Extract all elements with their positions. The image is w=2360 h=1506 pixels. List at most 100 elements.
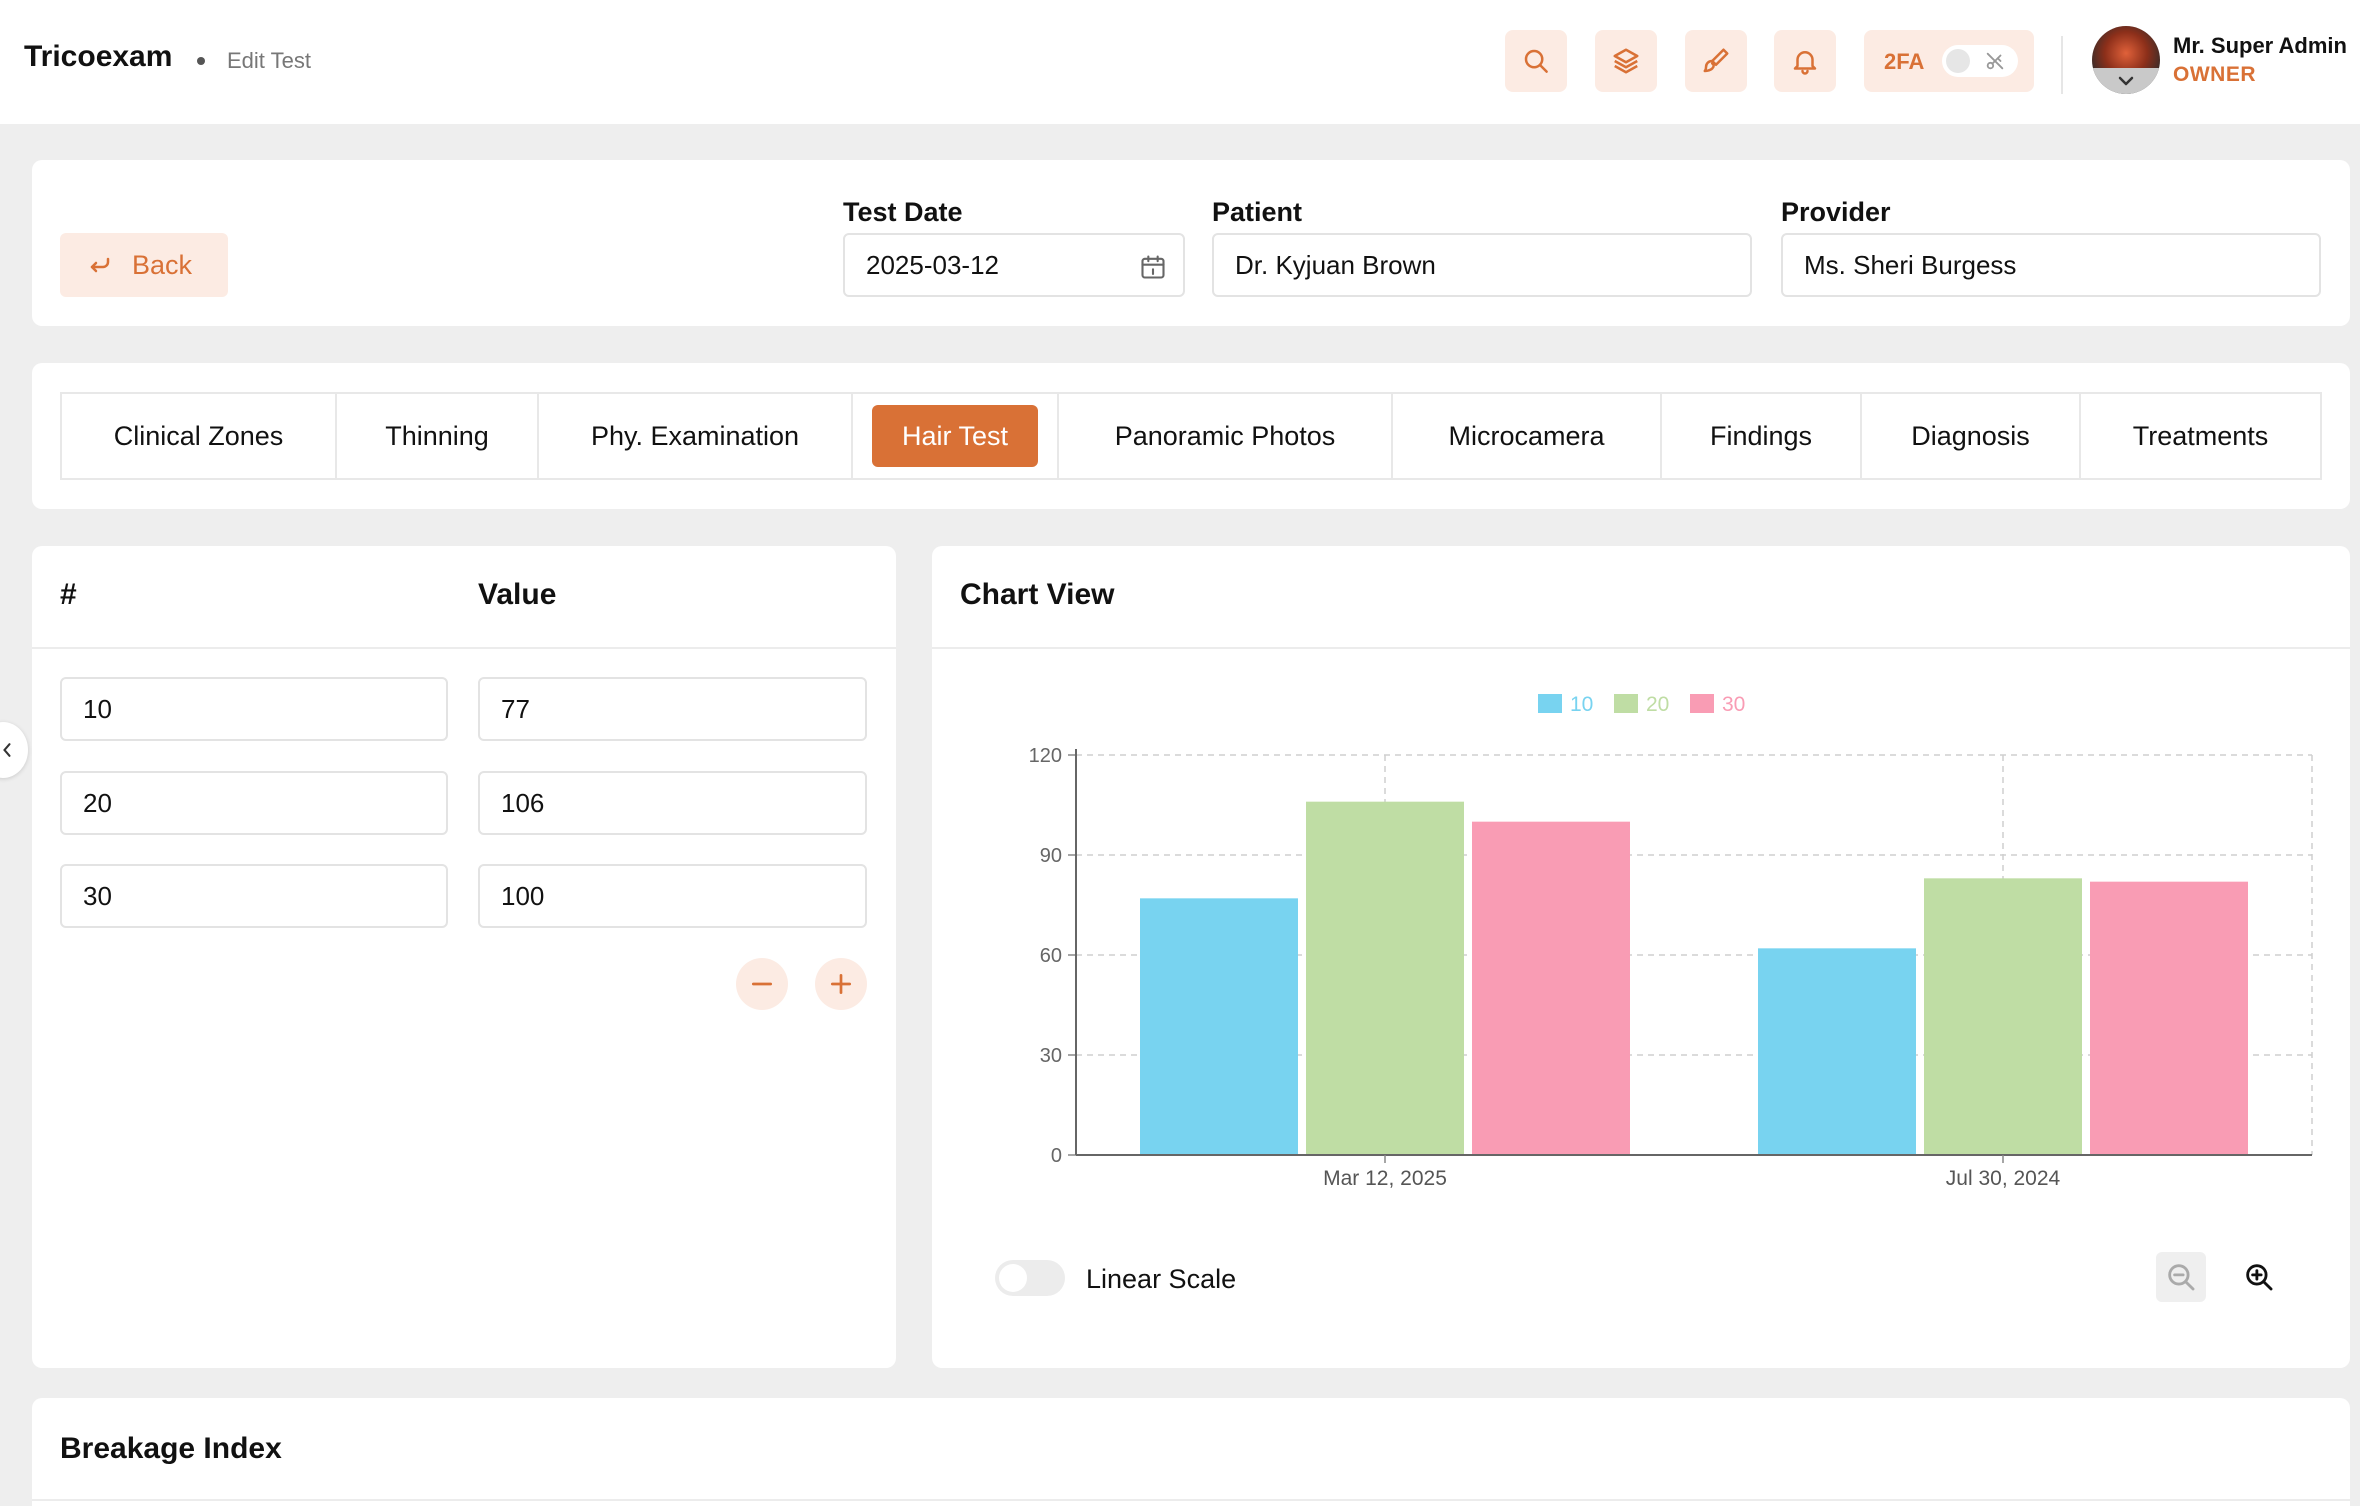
row-index-value: 20: [83, 787, 112, 818]
legend-label: 10: [1570, 693, 1593, 716]
tabs-card: [32, 363, 2350, 509]
tab-diagnosis[interactable]: Diagnosis: [1862, 394, 2081, 478]
row-value-input[interactable]: 100: [478, 864, 867, 928]
avatar-menu-toggle[interactable]: [2092, 68, 2160, 94]
zoom-in-button[interactable]: [2234, 1252, 2284, 1302]
user-role: OWNER: [2173, 63, 2256, 86]
row-value-input[interactable]: 106: [478, 771, 867, 835]
calendar-icon[interactable]: [1139, 253, 1167, 281]
header-divider: [2061, 36, 2063, 94]
minus-icon: [751, 982, 773, 986]
tab-label: Phy. Examination: [590, 420, 800, 451]
plus-icon: [830, 973, 852, 995]
legend-label: 30: [1722, 693, 1745, 716]
top-header: Tricoexam Edit Test 2FA Mr. Super Admin …: [0, 0, 2360, 124]
y-tick-label: 120: [1029, 745, 1062, 767]
user-name: Mr. Super Admin: [2173, 33, 2347, 58]
row-value-input[interactable]: 77: [478, 677, 867, 741]
chevron-down-icon: [2118, 76, 2134, 86]
provider-value: Ms. Sheri Burgess: [1804, 249, 2017, 280]
test-date-value: 2025-03-12: [866, 249, 999, 280]
tab-hair-test[interactable]: Hair Test: [853, 394, 1059, 478]
column-header-index: #: [60, 578, 77, 611]
values-table-card: [32, 546, 896, 1368]
tab-label-active: Hair Test: [872, 405, 1038, 467]
tab-label: Clinical Zones: [113, 420, 284, 451]
legend-label: 20: [1646, 693, 1669, 716]
legend-swatch: [1614, 694, 1638, 713]
notifications-button[interactable]: [1774, 30, 1836, 92]
back-button-label: Back: [132, 249, 193, 280]
tab-label: Diagnosis: [1911, 420, 2030, 451]
patient-field[interactable]: Dr. Kyjuan Brown: [1212, 233, 1752, 297]
tab-thinning[interactable]: Thinning: [337, 394, 539, 478]
row-index-input[interactable]: 20: [60, 771, 448, 835]
tab-panoramic-photos[interactable]: Panoramic Photos: [1059, 394, 1393, 478]
y-tick-label: 30: [1040, 1045, 1062, 1067]
row-value-value: 77: [501, 693, 530, 724]
tab-findings[interactable]: Findings: [1662, 394, 1862, 478]
bar-series-20: [1306, 801, 1464, 1155]
bar-series-20: [1924, 878, 2082, 1155]
sidebar-collapse-button[interactable]: [0, 722, 28, 778]
two-factor-label: 2FA: [1884, 49, 1925, 74]
tab-label: Microcamera: [1448, 420, 1605, 451]
row-index-input[interactable]: 10: [60, 677, 448, 741]
two-factor-control: 2FA: [1864, 30, 2034, 92]
chart-title: Chart View: [960, 578, 1115, 611]
bar-chart: 0 30 60 90 120 Mar 12, 2025 Jul 30, 2024 10 20 30: [1029, 693, 2313, 1190]
bar-series-10: [1758, 948, 1916, 1155]
brand-logo-text[interactable]: Tricoexam: [24, 40, 173, 73]
provider-label: Provider: [1781, 197, 1891, 227]
tab-label: Findings: [1709, 420, 1813, 451]
provider-field[interactable]: Ms. Sheri Burgess: [1781, 233, 2321, 297]
zoom-out-button[interactable]: [2156, 1252, 2206, 1302]
patient-value: Dr. Kyjuan Brown: [1235, 249, 1436, 280]
y-tick-label: 90: [1040, 845, 1062, 867]
legend-swatch: [1538, 694, 1562, 713]
key-off-icon: [1986, 52, 2004, 70]
search-icon: [1524, 49, 1548, 73]
tab-microcamera[interactable]: Microcamera: [1393, 394, 1662, 478]
column-header-value: Value: [478, 578, 557, 611]
search-button[interactable]: [1505, 30, 1567, 92]
remove-row-button[interactable]: [736, 958, 788, 1010]
paint-brush-icon: [1703, 48, 1729, 73]
back-button[interactable]: Back: [60, 233, 228, 297]
chevron-left-icon: [3, 743, 11, 757]
patient-label: Patient: [1212, 197, 1303, 227]
x-tick-label: Jul 30, 2024: [1946, 1167, 2061, 1190]
two-factor-toggle[interactable]: [1942, 45, 2018, 77]
y-tick-label: 0: [1051, 1145, 1062, 1167]
row-value-value: 106: [501, 787, 545, 818]
chart-header-divider: [932, 647, 2350, 649]
test-date-label: Test Date: [843, 197, 963, 227]
tab-label: Thinning: [385, 420, 489, 451]
return-arrow-icon: [90, 257, 110, 273]
bell-icon: [1793, 51, 1817, 75]
section-tabs: Clinical Zones Thinning Phy. Examination…: [60, 392, 2322, 480]
zoom-out-icon: [2168, 1264, 2195, 1291]
tab-treatments[interactable]: Treatments: [2081, 394, 2320, 478]
bar-series-30: [2090, 881, 2248, 1155]
theme-brush-button[interactable]: [1685, 30, 1747, 92]
row-index-value: 30: [83, 880, 112, 911]
row-value-value: 100: [501, 880, 545, 911]
bar-series-30: [1472, 821, 1630, 1155]
avatar[interactable]: [2092, 26, 2160, 94]
tab-phy-examination[interactable]: Phy. Examination: [539, 394, 853, 478]
legend-swatch: [1690, 694, 1714, 713]
zoom-in-icon: [2246, 1264, 2273, 1291]
tab-label: Panoramic Photos: [1114, 420, 1336, 451]
add-row-button[interactable]: [815, 958, 867, 1010]
linear-scale-toggle[interactable]: [995, 1260, 1065, 1296]
layers-button[interactable]: [1595, 30, 1657, 92]
layers-icon: [1613, 48, 1639, 74]
tab-label: Treatments: [2132, 420, 2269, 451]
tab-clinical-zones[interactable]: Clinical Zones: [62, 394, 337, 478]
linear-scale-label: Linear Scale: [1086, 1264, 1237, 1294]
breadcrumb-separator: [197, 57, 205, 65]
row-index-value: 10: [83, 693, 112, 724]
test-date-field[interactable]: 2025-03-12: [843, 233, 1185, 297]
row-index-input[interactable]: 30: [60, 864, 448, 928]
